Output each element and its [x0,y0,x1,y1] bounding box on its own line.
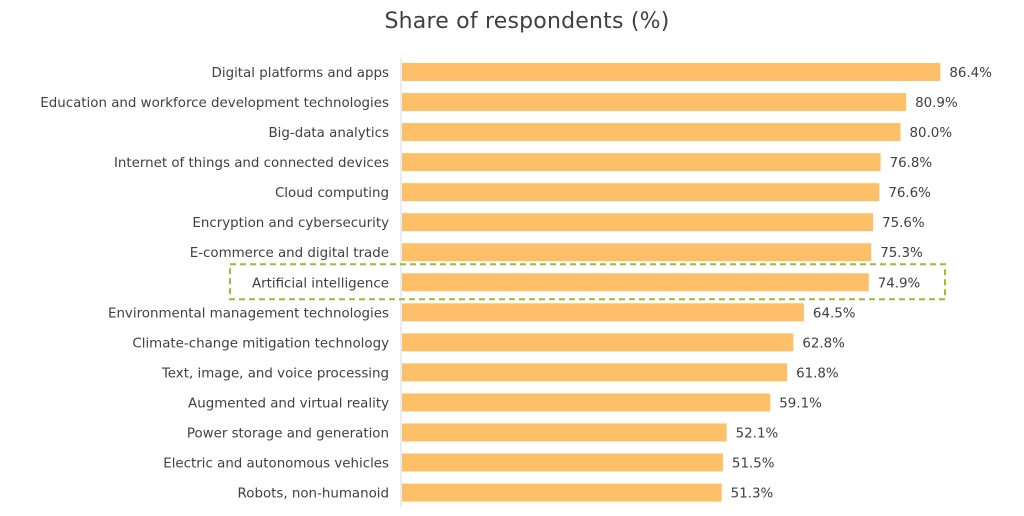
category-label: Internet of things and connected devices [114,156,389,171]
data-label: 52.1% [736,426,779,441]
bar [402,333,794,352]
data-label: 80.0% [910,126,953,141]
category-label: Artificial intelligence [252,276,389,291]
category-label: Education and workforce development tech… [40,96,389,111]
bar [402,243,872,262]
data-label: 59.1% [779,396,822,411]
category-label: Robots, non-humanoid [238,487,389,502]
data-label: 86.4% [949,66,992,81]
category-label: Big-data analytics [268,126,389,141]
category-label: E-commerce and digital trade [190,246,389,261]
category-label: Electric and autonomous vehicles [163,457,389,472]
category-label: Climate-change mitigation technology [132,336,389,351]
bar [402,363,788,382]
data-label: 76.8% [890,156,933,171]
bar [402,273,869,292]
bar [402,393,771,412]
data-label: 51.5% [732,457,775,472]
category-label: Encryption and cybersecurity [192,216,389,231]
category-label: Text, image, and voice processing [161,366,389,381]
category-label: Cloud computing [275,186,389,201]
data-label: 80.9% [915,96,958,111]
bar [402,453,723,472]
category-label: Environmental management technologies [108,306,389,321]
data-label: 76.6% [888,186,931,201]
bar [402,153,881,172]
highlight-box [229,263,946,301]
chart-title: Share of respondents (%) [384,9,670,34]
bar [402,63,941,81]
category-label: Digital platforms and apps [212,66,389,81]
data-label: 61.8% [796,366,839,381]
bar [402,303,804,322]
bar [402,423,727,442]
data-label: 74.9% [878,276,921,291]
bar [402,483,722,502]
data-label: 75.3% [880,246,923,261]
data-label: 62.8% [802,336,845,351]
data-label: 75.6% [882,216,925,231]
bar [402,213,874,232]
bar [402,183,880,202]
data-label: 51.3% [731,487,774,502]
data-label: 64.5% [813,306,856,321]
category-label: Augmented and virtual reality [188,396,389,411]
category-label: Power storage and generation [187,426,389,441]
bar [402,123,901,142]
bar [402,93,907,112]
